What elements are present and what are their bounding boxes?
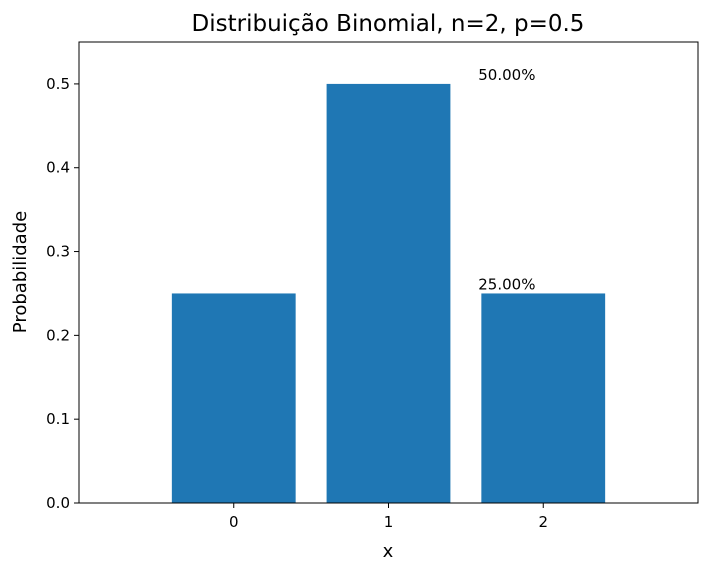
y-tick-label: 0.1 [46,410,70,428]
y-tick-label: 0.4 [46,159,70,177]
bar-2 [481,293,606,503]
x-axis-label: x [383,541,394,562]
bar-0 [171,293,296,503]
data-label: 25.00% [478,275,535,293]
data-label: 50.00% [478,66,535,84]
y-axis-label: Probabilidade [10,211,31,333]
x-tick-label: 1 [384,513,394,531]
y-tick-label: 0.3 [46,243,70,261]
bar-1 [326,83,451,503]
y-tick-label: 0.2 [46,326,70,344]
plot-area: 0 1 2 0.0 0.1 0.2 0.3 0.4 0.5 50.00% 25.00% [46,41,699,531]
x-tick-label: 2 [538,513,548,531]
y-tick-label: 0.0 [46,494,70,512]
y-tick-label: 0.5 [46,75,70,93]
chart-title: Distribuição Binomial, n=2, p=0.5 [192,11,585,37]
x-tick-label: 0 [229,513,239,531]
